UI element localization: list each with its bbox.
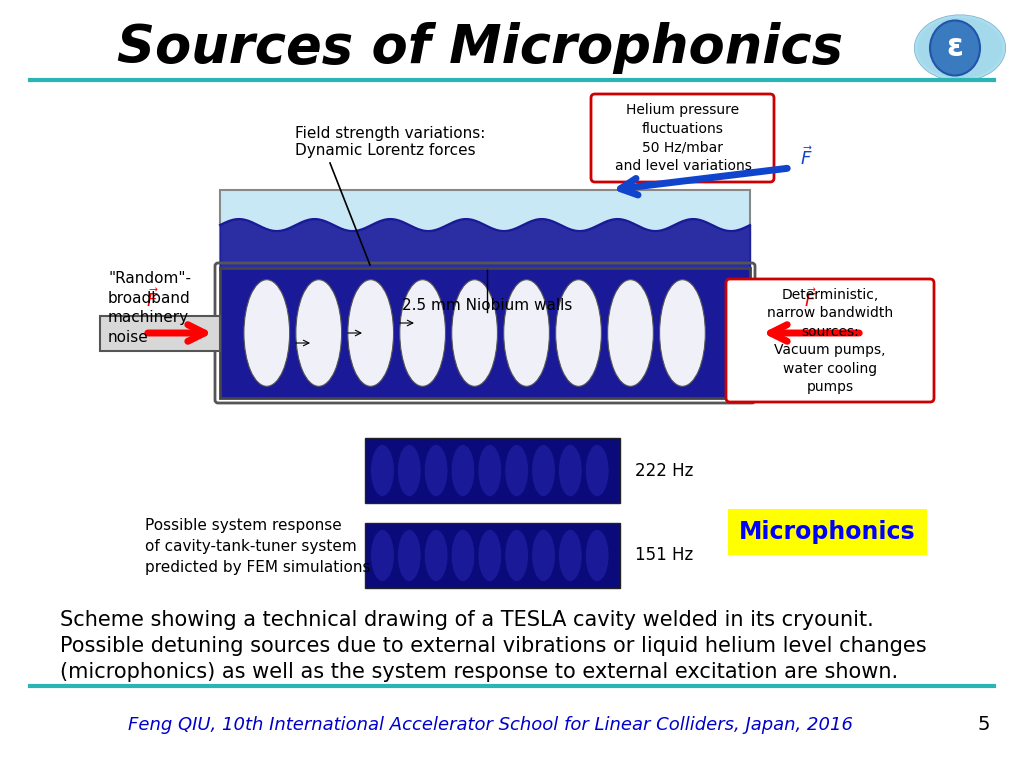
Ellipse shape — [915, 15, 1005, 81]
Ellipse shape — [607, 280, 653, 386]
Ellipse shape — [296, 280, 342, 386]
Ellipse shape — [452, 280, 498, 386]
Ellipse shape — [452, 445, 475, 496]
Ellipse shape — [556, 280, 601, 386]
Ellipse shape — [531, 529, 555, 581]
Ellipse shape — [558, 529, 583, 581]
Ellipse shape — [505, 529, 528, 581]
Ellipse shape — [531, 445, 555, 496]
Text: ε: ε — [946, 34, 964, 62]
Text: Microphonics: Microphonics — [739, 520, 915, 544]
Ellipse shape — [659, 280, 706, 386]
Text: Possible detuning sources due to external vibrations or liquid helium level chan: Possible detuning sources due to externa… — [60, 636, 927, 656]
Text: 2.5 mm Niobium walls: 2.5 mm Niobium walls — [401, 297, 572, 313]
Text: 5: 5 — [978, 716, 990, 734]
Ellipse shape — [558, 445, 583, 496]
Ellipse shape — [452, 529, 475, 581]
Ellipse shape — [504, 280, 550, 386]
Bar — [220, 190, 750, 270]
Bar — [750, 316, 870, 350]
FancyBboxPatch shape — [591, 94, 774, 182]
Text: Deterministic,
narrow bandwidth
sources:
Vacuum pumps,
water cooling
pumps: Deterministic, narrow bandwidth sources:… — [767, 288, 893, 394]
Text: $\vec{F}$: $\vec{F}$ — [804, 288, 816, 311]
Bar — [365, 438, 620, 503]
Text: Sources of Microphonics: Sources of Microphonics — [117, 22, 843, 74]
Text: Feng QIU, 10th International Accelerator School for Linear Colliders, Japan, 201: Feng QIU, 10th International Accelerator… — [128, 716, 853, 734]
Ellipse shape — [930, 21, 980, 75]
Bar — [220, 268, 750, 398]
Text: $\vec{F}$: $\vec{F}$ — [800, 147, 813, 170]
Text: Field strength variations:
Dynamic Lorentz forces: Field strength variations: Dynamic Loren… — [295, 126, 485, 158]
Ellipse shape — [371, 529, 394, 581]
Bar — [460, 270, 510, 318]
Ellipse shape — [399, 280, 445, 386]
Ellipse shape — [424, 529, 447, 581]
Ellipse shape — [244, 280, 290, 386]
Text: 151 Hz: 151 Hz — [635, 547, 693, 564]
Text: $\vec{F}$: $\vec{F}$ — [145, 288, 159, 311]
Ellipse shape — [586, 445, 609, 496]
Text: (microphonics) as well as the system response to external excitation are shown.: (microphonics) as well as the system res… — [60, 662, 898, 682]
Ellipse shape — [505, 445, 528, 496]
Text: Scheme showing a technical drawing of a TESLA cavity welded in its cryounit.: Scheme showing a technical drawing of a … — [60, 610, 873, 630]
Text: Possible system response
of cavity-tank-tuner system
predicted by FEM simulation: Possible system response of cavity-tank-… — [145, 518, 371, 575]
Text: "Random"-
broadband
machinery
noise: "Random"- broadband machinery noise — [108, 271, 191, 345]
Ellipse shape — [397, 445, 421, 496]
Ellipse shape — [586, 529, 609, 581]
Text: Helium pressure
fluctuations
50 Hz/mbar
and level variations: Helium pressure fluctuations 50 Hz/mbar … — [614, 104, 752, 173]
Bar — [365, 523, 620, 588]
FancyBboxPatch shape — [728, 509, 927, 555]
Ellipse shape — [424, 445, 447, 496]
Ellipse shape — [371, 445, 394, 496]
Ellipse shape — [478, 529, 502, 581]
Ellipse shape — [397, 529, 421, 581]
Ellipse shape — [478, 445, 502, 496]
FancyBboxPatch shape — [726, 279, 934, 402]
Text: 222 Hz: 222 Hz — [635, 462, 693, 479]
Ellipse shape — [348, 280, 393, 386]
Bar — [100, 316, 220, 350]
